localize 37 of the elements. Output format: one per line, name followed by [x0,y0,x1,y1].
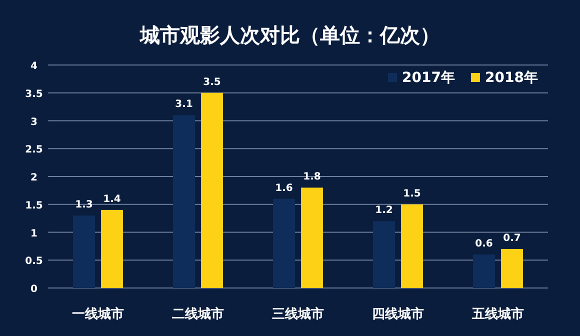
bar [501,248,523,288]
bar [73,216,95,288]
data-label: 1.8 [303,172,321,183]
bar [101,210,123,288]
y-tick-label: 0.5 [25,256,43,268]
bar [401,204,423,288]
bar [373,221,395,288]
y-tick-label: 1 [30,228,38,240]
legend-label: 2018年 [484,70,538,86]
legend-label: 2017年 [402,70,455,86]
y-tick-label: 2.5 [25,144,43,156]
bar [473,254,495,288]
bar [301,188,323,288]
data-label: 3.5 [203,76,221,88]
y-tick-label: 2 [30,172,38,184]
data-label: 1.6 [275,182,293,194]
y-tick-label: 1.5 [25,200,43,212]
chart-title: 城市观影人次对比（单位：亿次） [139,23,440,47]
x-tick-label: 一线城市 [72,306,124,322]
x-tick-label: 三线城市 [272,306,324,322]
y-tick-label: 3.5 [25,88,43,100]
data-label: 1.4 [103,194,121,205]
y-tick-label: 4 [30,61,38,72]
y-tick-label: 3 [30,116,38,128]
data-label: 1.5 [403,188,421,200]
bar [173,115,195,288]
data-label: 1.2 [375,205,393,216]
x-tick-label: 四线城市 [372,306,424,322]
y-tick-label: 0 [30,284,38,295]
data-label: 0.7 [503,232,521,244]
bar [273,198,295,288]
x-tick-label: 二线城市 [172,306,224,322]
data-label: 0.6 [475,238,493,250]
data-label: 1.3 [75,200,93,211]
x-tick-label: 五线城市 [471,306,524,322]
bar [201,92,223,288]
data-label: 3.1 [175,99,193,110]
